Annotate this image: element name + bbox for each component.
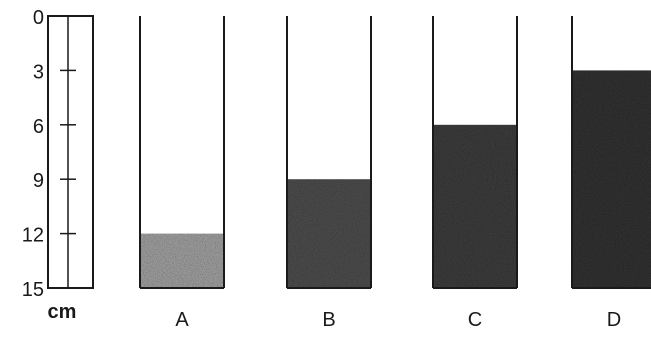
ruler-tick-label: 3 [33, 61, 44, 83]
ruler-tick-label: 15 [22, 279, 44, 301]
ruler-unit-label: cm [48, 301, 77, 323]
tube-fill-c [433, 124, 517, 288]
ruler-body [47, 15, 94, 289]
tube-fill-a [140, 233, 224, 288]
tube-fill-d [572, 70, 651, 289]
tube-c: C [432, 16, 518, 331]
ruler-tick-label: 6 [33, 116, 44, 138]
tube-label-a: A [175, 309, 189, 331]
tube-label-c: C [468, 309, 482, 331]
ruler: 0 3 6 9 12 15 cm [22, 7, 94, 323]
tube-d: D [571, 16, 651, 331]
ruler-ticks: 0 3 6 9 12 15 [22, 7, 76, 301]
tube-label-b: B [322, 309, 335, 331]
tube-label-d: D [607, 309, 621, 331]
ruler-tick-label: 12 [22, 225, 44, 247]
tube-fill-b [287, 179, 371, 288]
tube-b: B [286, 16, 372, 331]
ruler-tick-label: 0 [33, 7, 44, 29]
tube-a: A [139, 16, 225, 331]
ruler-tick-label: 9 [33, 170, 44, 192]
tubes: A B C D [139, 16, 651, 331]
